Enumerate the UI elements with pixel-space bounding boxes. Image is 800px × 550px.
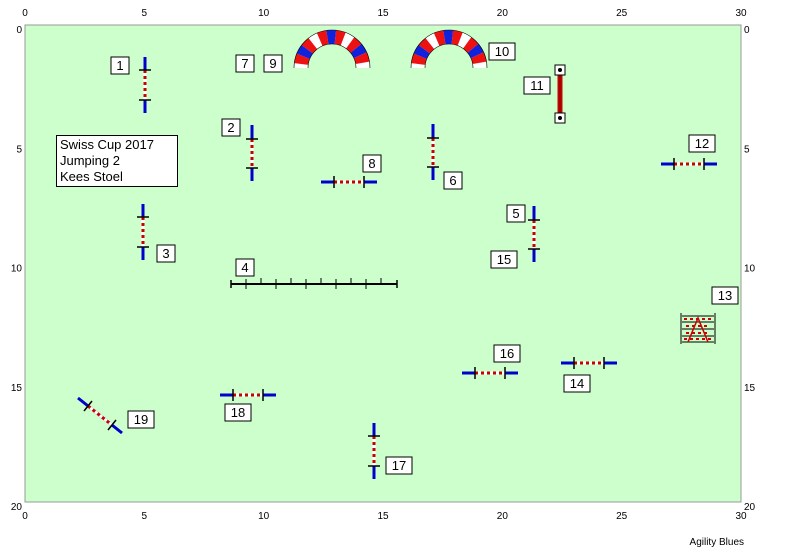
svg-text:7: 7 xyxy=(241,56,248,71)
label-6: 6 xyxy=(443,171,463,190)
y-tick-right: 0 xyxy=(744,25,750,36)
course-judge: Kees Stoel xyxy=(60,169,123,184)
svg-text:12: 12 xyxy=(695,136,709,151)
jump-19[interactable] xyxy=(77,396,123,435)
y-tick-right: 10 xyxy=(744,264,756,275)
label-13: 13 xyxy=(711,286,739,305)
obstacles xyxy=(77,29,717,479)
longjump-13[interactable] xyxy=(680,313,716,344)
x-tick-top: 0 xyxy=(22,8,28,19)
course-info-box: Swiss Cup 2017 Jumping 2 Kees Stoel xyxy=(56,135,178,187)
svg-text:5: 5 xyxy=(512,206,519,221)
svg-text:1: 1 xyxy=(116,58,123,73)
y-tick-left: 10 xyxy=(11,264,23,275)
svg-text:11: 11 xyxy=(530,78,544,93)
tire-11[interactable] xyxy=(554,64,566,124)
tunnel-7-9[interactable] xyxy=(293,29,371,69)
svg-text:6: 6 xyxy=(449,173,456,188)
jump-17[interactable] xyxy=(368,423,380,479)
svg-text:8: 8 xyxy=(368,156,375,171)
course-title: Swiss Cup 2017 xyxy=(60,137,154,152)
x-tick-top: 20 xyxy=(497,8,509,19)
svg-text:9: 9 xyxy=(269,56,276,71)
jump-3[interactable] xyxy=(137,204,149,260)
svg-text:15: 15 xyxy=(497,252,511,267)
x-tick-bottom: 10 xyxy=(258,511,270,522)
label-4: 4 xyxy=(235,258,255,277)
x-tick-bottom: 0 xyxy=(22,511,28,522)
x-tick-top: 5 xyxy=(142,8,148,19)
label-11: 11 xyxy=(523,76,551,95)
label-18: 18 xyxy=(224,403,252,422)
brand-label: Agility Blues xyxy=(689,537,744,548)
x-tick-top: 25 xyxy=(616,8,628,19)
svg-text:17: 17 xyxy=(392,458,406,473)
jump-5[interactable] xyxy=(528,206,540,262)
jump-2[interactable] xyxy=(246,125,258,181)
jump-12[interactable] xyxy=(661,158,717,170)
label-19: 19 xyxy=(127,410,155,429)
dogwalk-4[interactable] xyxy=(230,278,398,289)
svg-text:13: 13 xyxy=(718,288,732,303)
x-tick-top: 30 xyxy=(735,8,747,19)
x-tick-top: 15 xyxy=(377,8,389,19)
svg-text:18: 18 xyxy=(231,405,245,420)
y-tick-left: 5 xyxy=(16,144,22,155)
svg-text:10: 10 xyxy=(495,44,509,59)
field xyxy=(24,24,742,503)
jump-14[interactable] xyxy=(561,357,617,369)
svg-text:4: 4 xyxy=(241,260,248,275)
jump-6[interactable] xyxy=(427,124,439,180)
x-tick-bottom: 25 xyxy=(616,511,628,522)
label-15: 15 xyxy=(490,250,518,269)
label-7: 7 xyxy=(235,54,255,73)
label-14: 14 xyxy=(563,374,591,393)
label-9: 9 xyxy=(263,54,283,73)
x-tick-top: 10 xyxy=(258,8,270,19)
number-labels: 1 2 3 4 5 6 7 8 9 10 11 12 13 14 15 16 1… xyxy=(110,42,739,475)
y-tick-left: 0 xyxy=(16,25,22,36)
label-17: 17 xyxy=(385,456,413,475)
label-1: 1 xyxy=(110,56,130,75)
label-10: 10 xyxy=(488,42,516,61)
jump-18[interactable] xyxy=(220,389,276,401)
y-tick-right: 20 xyxy=(744,502,756,513)
x-tick-bottom: 5 xyxy=(142,511,148,522)
label-3: 3 xyxy=(156,244,176,263)
label-16: 16 xyxy=(493,344,521,363)
y-tick-left: 15 xyxy=(11,383,23,394)
tunnel-10[interactable] xyxy=(410,29,488,69)
y-tick-right: 15 xyxy=(744,383,756,394)
y-tick-right: 5 xyxy=(744,144,750,155)
svg-text:2: 2 xyxy=(227,120,234,135)
x-tick-bottom: 30 xyxy=(735,511,747,522)
label-12: 12 xyxy=(688,134,716,153)
jump-1[interactable] xyxy=(139,57,151,113)
course-class: Jumping 2 xyxy=(60,153,120,168)
svg-text:19: 19 xyxy=(134,412,148,427)
svg-text:16: 16 xyxy=(500,346,514,361)
label-2: 2 xyxy=(221,118,241,137)
svg-text:14: 14 xyxy=(570,376,584,391)
jump-8[interactable] xyxy=(321,176,377,188)
x-tick-bottom: 20 xyxy=(497,511,509,522)
label-8: 8 xyxy=(362,154,382,173)
label-5: 5 xyxy=(506,204,526,223)
y-tick-left: 20 xyxy=(11,502,23,513)
jump-16[interactable] xyxy=(462,367,518,379)
svg-text:3: 3 xyxy=(162,246,169,261)
x-tick-bottom: 15 xyxy=(377,511,389,522)
